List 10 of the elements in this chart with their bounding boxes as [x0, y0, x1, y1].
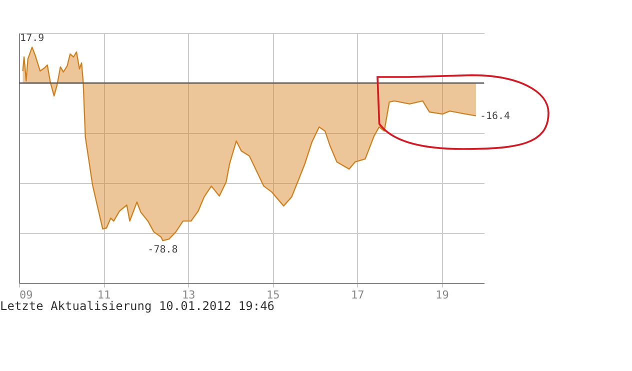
x-tick-label: 15 — [266, 288, 280, 302]
text: Letzte Aktualisierung 10.01.2012 19:46 — [0, 299, 275, 313]
annotation: -16.4 — [480, 110, 510, 122]
annotation: -78.8 — [148, 244, 178, 256]
x-tick-label: 09 — [20, 288, 33, 302]
x-tick-label: 19 — [436, 288, 449, 302]
x-tick-label: 13 — [182, 288, 196, 302]
x-tick-label: 17 — [351, 288, 364, 302]
x-tick-label: 11 — [97, 288, 111, 302]
annotation: 17.9 — [20, 33, 44, 44]
